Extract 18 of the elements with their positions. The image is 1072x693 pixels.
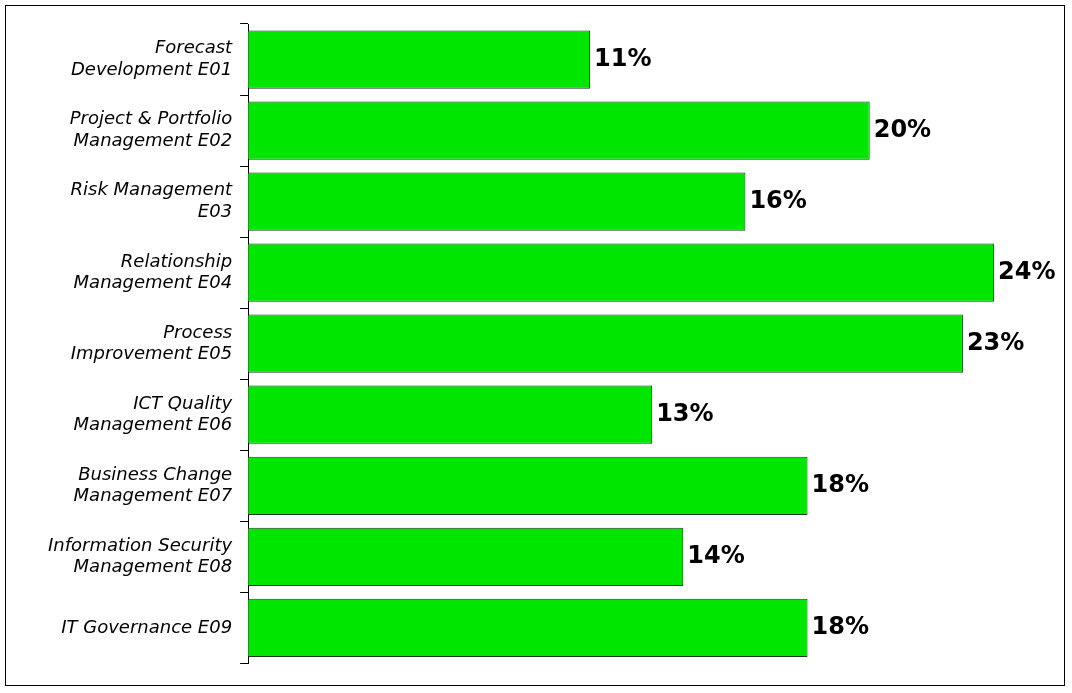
y-tick-label: Information Security Management E08 xyxy=(47,533,233,577)
y-tick-label: Forecast Development E01 xyxy=(70,36,234,79)
data-label: 18% xyxy=(811,470,869,499)
data-label: 18% xyxy=(811,612,869,641)
y-tick-label: IT Governance E09 xyxy=(61,615,233,637)
data-label: 16% xyxy=(749,185,807,214)
y-tick-label: ICT Quality Management E06 xyxy=(73,391,233,435)
y-tick-label: Risk Management E03 xyxy=(70,178,234,222)
y-tick-label: Project & Portfolio Management E02 xyxy=(69,107,233,151)
data-label: 23% xyxy=(966,327,1025,356)
data-label: 24% xyxy=(998,256,1056,285)
data-label: 14% xyxy=(687,541,745,570)
y-tick-label: Relationship Management E04 xyxy=(73,249,233,293)
data-label: 13% xyxy=(656,398,714,427)
y-tick-label: Business Change Management E07 xyxy=(73,462,233,506)
data-label: 20% xyxy=(873,114,932,143)
data-label: 11% xyxy=(594,43,652,72)
y-tick-label: Process Improvement E05 xyxy=(70,320,233,364)
